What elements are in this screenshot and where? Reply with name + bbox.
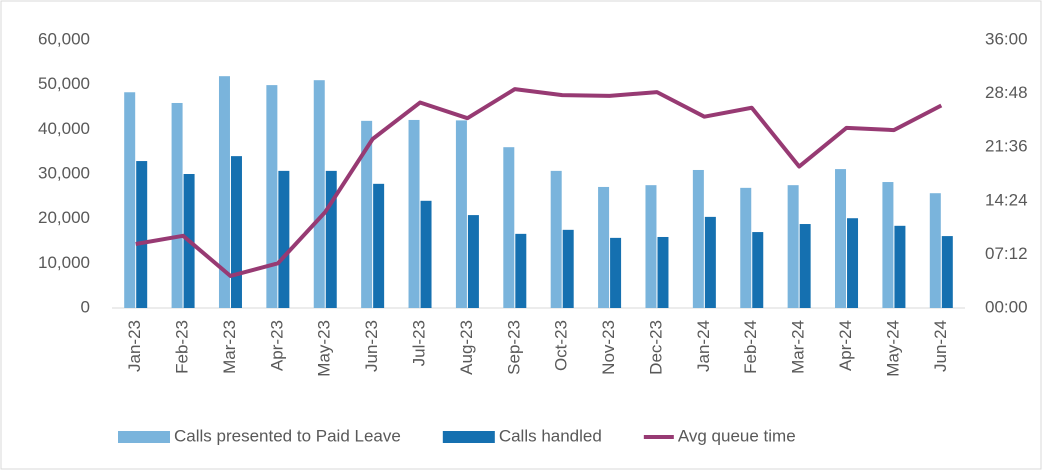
- x-tick-label: Nov-23: [599, 320, 618, 375]
- y2-tick-label: 21:36: [985, 137, 1028, 156]
- x-tick-label: May-24: [883, 320, 902, 377]
- y2-tick-label: 14:24: [985, 190, 1028, 209]
- x-tick-label: Jan-23: [125, 320, 144, 372]
- x-tick-label: May-23: [315, 320, 334, 377]
- bar: [455, 120, 467, 309]
- y-tick-label: 10,000: [38, 253, 90, 272]
- y-tick-label: 0: [81, 297, 90, 316]
- x-tick-label: Feb-23: [173, 320, 192, 374]
- x-tick-label: Apr-24: [836, 320, 855, 371]
- bar: [373, 183, 385, 308]
- bar: [740, 187, 752, 308]
- bar: [266, 85, 278, 308]
- bar: [325, 170, 337, 308]
- y2-tick-label: 00:00: [985, 297, 1028, 316]
- bar: [420, 200, 432, 308]
- y2-tick-label: 36:00: [985, 29, 1028, 48]
- legend-swatch: [442, 431, 495, 443]
- legend-label: Avg queue time: [678, 426, 796, 445]
- bar: [550, 170, 562, 308]
- bar: [515, 233, 527, 308]
- x-tick-label: Jun-24: [931, 320, 950, 372]
- legend-label: Calls handled: [499, 426, 602, 445]
- bar: [467, 215, 479, 308]
- legend-label: Calls presented to Paid Leave: [174, 426, 401, 445]
- bar: [645, 185, 657, 308]
- bar: [598, 186, 610, 308]
- x-tick-label: Jul-23: [410, 320, 429, 366]
- bar: [847, 218, 859, 308]
- y-tick-label: 40,000: [38, 119, 90, 138]
- x-tick-label: Mar-23: [220, 320, 239, 374]
- bar: [218, 76, 230, 309]
- x-tick-label: Jan-24: [694, 320, 713, 372]
- bar: [171, 102, 183, 308]
- bar: [124, 92, 136, 308]
- bar: [704, 216, 716, 308]
- y2-tick-label: 07:12: [985, 244, 1028, 263]
- x-tick-label: Sep-23: [504, 320, 523, 375]
- bar: [941, 236, 953, 308]
- bar: [503, 147, 515, 308]
- y-tick-label: 50,000: [38, 74, 90, 93]
- legend-swatch: [118, 431, 170, 443]
- bar: [692, 169, 704, 308]
- bar: [882, 182, 894, 308]
- x-tick-label: Apr-23: [267, 320, 286, 371]
- bar: [799, 224, 811, 308]
- y-tick-label: 30,000: [38, 163, 90, 182]
- bar: [610, 237, 622, 308]
- bar: [657, 236, 669, 308]
- bar: [835, 169, 847, 308]
- bar: [136, 161, 148, 308]
- bar: [562, 229, 574, 308]
- bar: [361, 120, 373, 308]
- x-tick-label: Dec-23: [646, 320, 665, 375]
- bar: [752, 232, 764, 308]
- bar: [278, 170, 290, 308]
- x-tick-label: Jun-23: [362, 320, 381, 372]
- bar: [408, 119, 420, 308]
- bar: [894, 225, 906, 308]
- bar: [313, 80, 325, 308]
- y-tick-label: 60,000: [38, 29, 90, 48]
- bar: [230, 156, 242, 308]
- y2-tick-label: 28:48: [985, 83, 1028, 102]
- bar: [929, 193, 941, 308]
- line-series: [135, 87, 943, 278]
- bar: [787, 185, 799, 308]
- x-tick-label: Aug-23: [457, 320, 476, 375]
- x-tick-label: Oct-23: [552, 320, 571, 371]
- x-tick-label: Mar-24: [789, 320, 808, 374]
- x-tick-label: Feb-24: [741, 320, 760, 374]
- y-tick-label: 20,000: [38, 208, 90, 227]
